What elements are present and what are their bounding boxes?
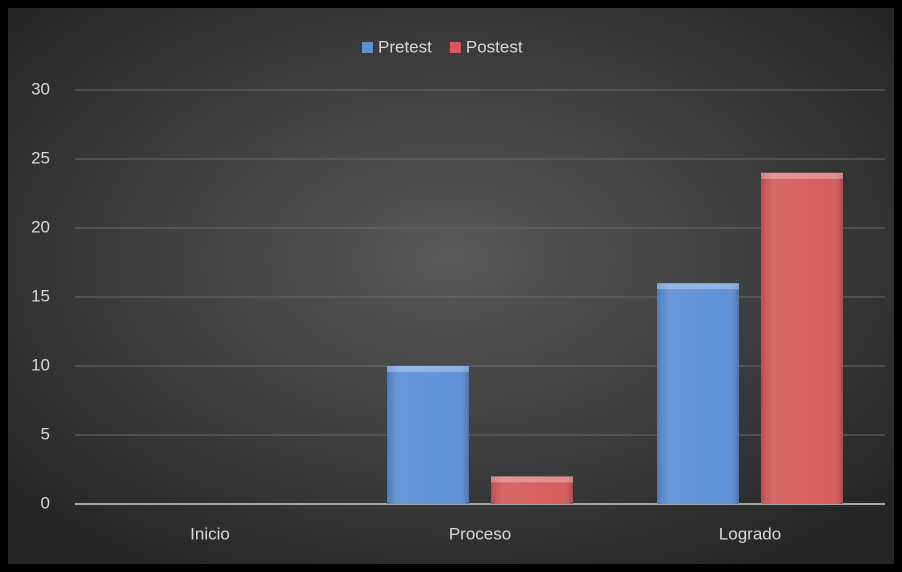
bar-shade [387,366,469,504]
bar-bevel [761,172,843,179]
legend-marker [449,42,461,53]
bar-shade [657,283,739,504]
legend-marker [362,42,373,53]
legend-label: Postest [466,37,523,56]
bar-shade [491,476,573,504]
bar-bevel [491,476,573,483]
bar-bevel [387,366,469,372]
x-tick-label: Logrado [719,524,781,543]
y-tick-label: 5 [41,424,50,443]
x-tick-label: Inicio [190,524,230,543]
x-tick-label: Proceso [449,524,511,543]
y-tick-label: 10 [31,355,50,374]
bar-shade [761,172,843,505]
y-tick-label: 15 [31,286,50,305]
legend-label: Pretest [378,37,432,56]
y-tick-label: 25 [31,148,50,167]
y-tick-label: 0 [41,493,50,512]
y-tick-label: 30 [31,79,50,98]
y-tick-label: 20 [31,217,50,236]
bar-bevel [657,283,739,290]
